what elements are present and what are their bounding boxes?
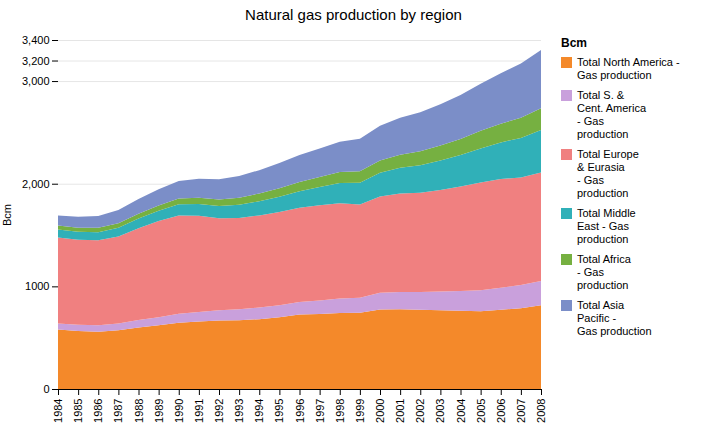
svg-text:1998: 1998 (334, 399, 346, 423)
svg-text:2007: 2007 (515, 399, 527, 423)
svg-text:1995: 1995 (273, 399, 285, 423)
svg-text:1990: 1990 (173, 399, 185, 423)
svg-text:Bcm: Bcm (1, 204, 13, 226)
svg-text:2004: 2004 (455, 399, 467, 423)
svg-text:3,200: 3,200 (22, 55, 50, 67)
svg-text:1997: 1997 (314, 399, 326, 423)
svg-text:1000: 1000 (25, 280, 49, 292)
html-text:Total Africa - Gas production: Total Africa - Gas production (577, 253, 631, 291)
svg-text:1987: 1987 (112, 399, 124, 423)
svg-text:2,000: 2,000 (22, 178, 50, 190)
svg-text:0: 0 (43, 383, 49, 395)
svg-text:1999: 1999 (354, 399, 366, 423)
svg-text:1991: 1991 (193, 399, 205, 423)
svg-text:1985: 1985 (72, 399, 84, 423)
html-text:Total Middle East - Gas produc: Total Middle East - Gas production (577, 207, 636, 245)
svg-text:1996: 1996 (294, 399, 306, 423)
html-text:Total S. & Cent. America - Gas: Total S. & Cent. America - Gas productio… (577, 89, 647, 140)
svg-text:2002: 2002 (414, 399, 426, 423)
html-text:Total North America - Gas prod: Total North America - Gas production (577, 56, 680, 81)
svg-text:3,000: 3,000 (22, 75, 50, 87)
svg-text:2008: 2008 (535, 399, 547, 423)
svg-text:1984: 1984 (52, 399, 64, 423)
svg-text:1986: 1986 (92, 399, 104, 423)
svg-text:1989: 1989 (153, 399, 165, 423)
html-text:Total Asia Pacific - Gas produ: Total Asia Pacific - Gas production (577, 299, 652, 337)
html-text:Bcm: Bcm (561, 36, 587, 50)
svg-text:1994: 1994 (253, 399, 265, 423)
svg-text:1992: 1992 (213, 399, 225, 423)
svg-text:2005: 2005 (475, 399, 487, 423)
svg-text:2003: 2003 (434, 399, 446, 423)
svg-text:1993: 1993 (233, 399, 245, 423)
html-text:Natural gas production by regi: Natural gas production by region (245, 6, 462, 23)
svg-text:3,400: 3,400 (22, 34, 50, 46)
html-text:Total Europe & Eurasia - Gas p: Total Europe & Eurasia - Gas production (577, 148, 639, 199)
svg-text:1988: 1988 (133, 399, 145, 423)
svg-text:2001: 2001 (394, 399, 406, 423)
svg-text:2000: 2000 (374, 399, 386, 423)
svg-text:2006: 2006 (495, 399, 507, 423)
